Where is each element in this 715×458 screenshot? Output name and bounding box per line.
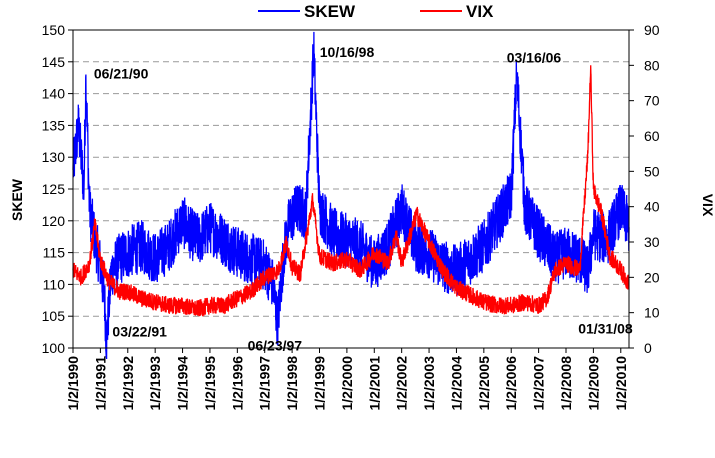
left-tick-label: 150: [42, 22, 66, 38]
right-y-ticks: 0 10 20 30 40 50 60 70 80 90: [629, 22, 660, 356]
right-tick-label: 90: [644, 22, 660, 38]
annotation-label: 10/16/98: [320, 44, 375, 60]
legend-label-vix: VIX: [466, 2, 494, 21]
annotation-label: 01/31/08: [578, 320, 633, 336]
right-tick-label: 80: [644, 57, 660, 73]
left-tick-label: 140: [42, 86, 66, 102]
left-tick-label: 120: [42, 213, 66, 229]
x-tick-label: 1/2/2004: [448, 356, 464, 411]
x-tick-label: 1/2/2005: [476, 356, 492, 411]
left-tick-label: 135: [42, 117, 66, 133]
annotation-label: 06/23/97: [248, 338, 303, 354]
x-tick-label: 1/2/2009: [585, 356, 601, 411]
annotation-label: 03/22/91: [112, 324, 167, 340]
x-tick-label: 1/2/1999: [312, 356, 328, 411]
x-tick-label: 1/2/1996: [229, 356, 245, 411]
series-lines: [72, 31, 630, 360]
x-tick-label: 1/2/1992: [120, 356, 136, 411]
right-tick-label: 60: [644, 128, 660, 144]
left-tick-label: 100: [42, 340, 66, 356]
legend: SKEW VIX: [258, 2, 494, 21]
right-tick-label: 20: [644, 269, 660, 285]
x-tick-label: 1/2/2003: [421, 356, 437, 411]
annotation-label: 06/21/90: [94, 66, 149, 82]
left-axis-title: SKEW: [9, 178, 25, 221]
x-tick-label: 1/2/1998: [284, 356, 300, 411]
x-tick-label: 1/2/1995: [202, 356, 218, 411]
x-tick-label: 1/2/2002: [394, 356, 410, 411]
left-tick-label: 130: [42, 149, 66, 165]
x-tick-label: 1/2/1991: [92, 356, 108, 411]
legend-label-skew: SKEW: [304, 2, 356, 21]
left-y-ticks: 100 105 110 115 120 125 130 135 140 145 150: [42, 22, 73, 356]
x-ticks: 1/2/1990 1/2/1991 1/2/1992 1/2/1993 1/2/1994…: [65, 348, 629, 411]
x-tick-label: 1/2/2010: [613, 356, 629, 411]
x-tick-label: 1/2/1994: [175, 356, 191, 411]
left-tick-label: 125: [42, 181, 66, 197]
x-tick-label: 1/2/1990: [65, 356, 81, 411]
x-tick-label: 1/2/2006: [503, 356, 519, 411]
right-tick-label: 0: [644, 340, 652, 356]
right-tick-label: 10: [644, 305, 660, 321]
left-tick-label: 145: [42, 54, 66, 70]
x-tick-label: 1/2/2008: [558, 356, 574, 411]
x-tick-label: 1/2/2000: [339, 356, 355, 411]
right-tick-label: 30: [644, 234, 660, 250]
left-tick-label: 105: [42, 308, 66, 324]
right-tick-label: 70: [644, 93, 660, 109]
annotations: 06/21/90 03/22/91 06/23/97 10/16/98 03/16/06…: [94, 44, 633, 353]
annotation-label: 03/16/06: [507, 50, 562, 66]
left-tick-label: 115: [43, 245, 66, 261]
right-tick-label: 40: [644, 199, 660, 215]
right-axis-title: VIX: [700, 194, 715, 217]
series-line-vix: [72, 65, 630, 317]
x-tick-label: 1/2/1997: [257, 356, 273, 411]
left-tick-label: 110: [43, 276, 66, 292]
x-tick-label: 1/2/2007: [531, 356, 547, 411]
right-tick-label: 50: [644, 163, 660, 179]
x-tick-label: 1/2/1993: [147, 356, 163, 411]
x-tick-label: 1/2/2001: [366, 356, 382, 411]
